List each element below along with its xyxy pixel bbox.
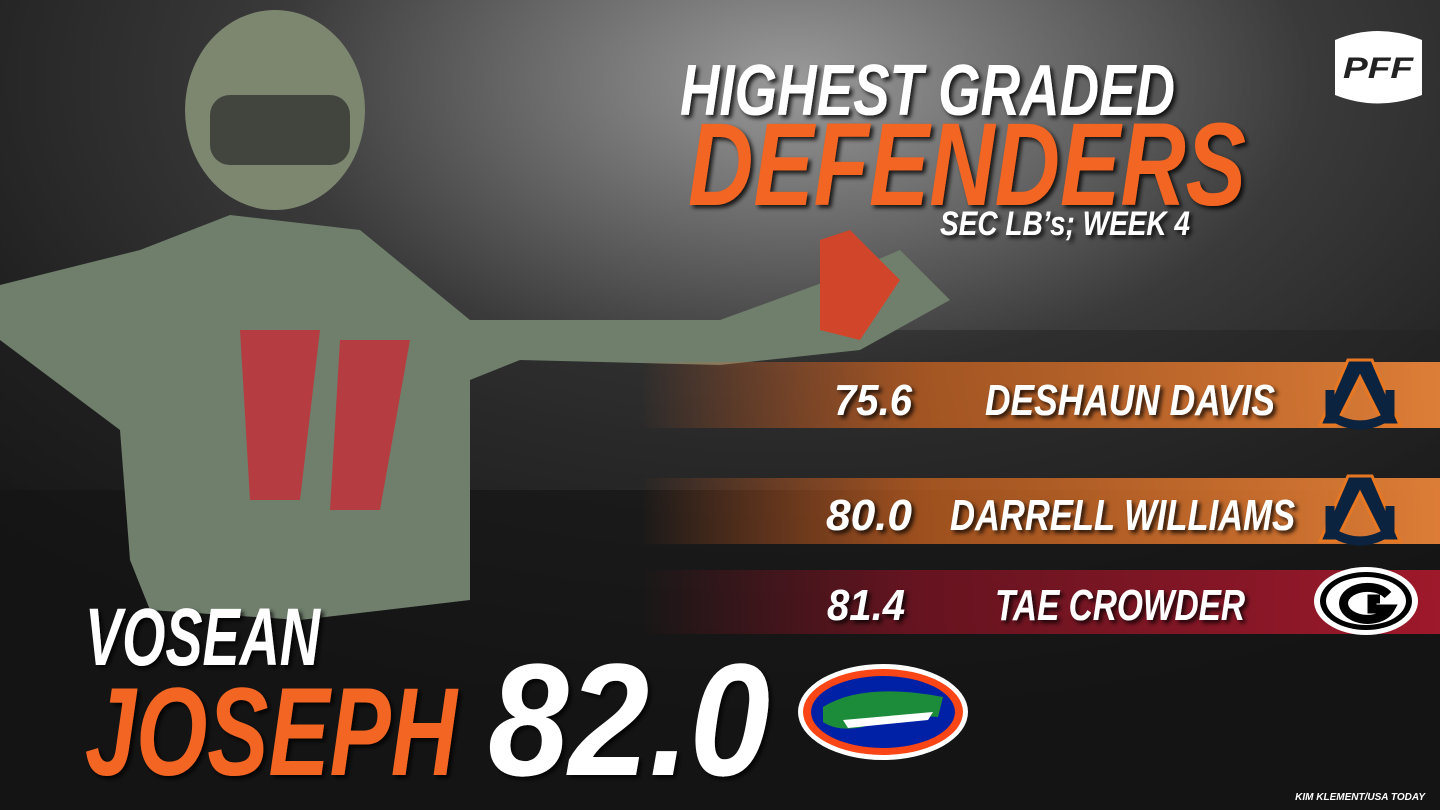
- featured-last-name: JOSEPH: [85, 663, 459, 802]
- auburn-logo: [1317, 358, 1403, 430]
- row-bar: [640, 362, 1440, 428]
- featured-first-name: VOSEAN: [85, 592, 321, 683]
- ranking-row: 81.4 TAE CROWDER: [640, 567, 1440, 635]
- photo-credit: KIM KLEMENT/USA TODAY: [1295, 792, 1426, 803]
- row-grade: 75.6: [834, 376, 912, 425]
- row-name: DESHAUN DAVIS: [985, 376, 1275, 425]
- ranking-row: 75.6 DESHAUN DAVIS: [640, 358, 1440, 430]
- georgia-logo: [1314, 567, 1418, 635]
- title-highlight: DEFENDERS: [688, 99, 1246, 231]
- pff-logo: PFF: [1335, 31, 1422, 104]
- auburn-logo: [1317, 474, 1403, 546]
- row-grade: 81.4: [827, 581, 905, 630]
- subtitle: SEC LB’s; WEEK 4: [940, 205, 1190, 243]
- logo-text: PFF: [1343, 52, 1414, 85]
- title: HIGHEST GRADED: [680, 51, 1175, 131]
- florida-logo: [798, 664, 968, 760]
- featured-grade: 82.0: [488, 630, 770, 809]
- row-name: TAE CROWDER: [995, 581, 1245, 630]
- row-bar: [640, 570, 1440, 634]
- row-grade: 80.0: [826, 491, 913, 540]
- player-photo: [0, 10, 950, 620]
- row-bar: [640, 478, 1440, 544]
- ranking-row: 80.0 DARRELL WILLIAMS: [640, 474, 1440, 546]
- row-name: DARRELL WILLIAMS: [950, 491, 1295, 540]
